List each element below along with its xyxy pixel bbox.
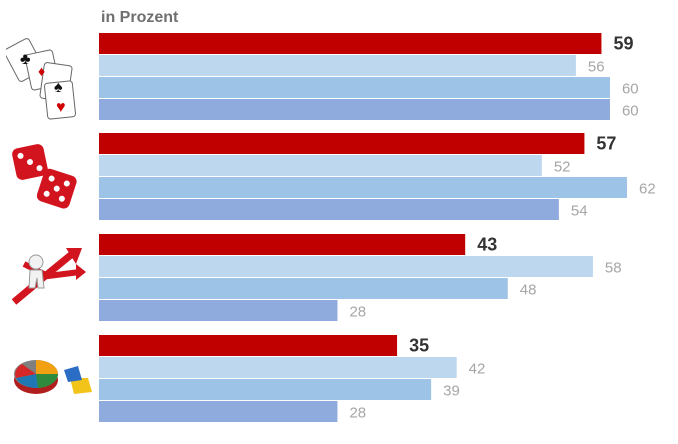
value-label-g3-s3: 48 <box>520 282 537 299</box>
value-label-g2-s2: 52 <box>554 159 571 176</box>
bar-g2-s2 <box>99 155 542 176</box>
bar-g2-s3 <box>99 177 627 198</box>
crossroads-arrows-icon <box>11 248 86 305</box>
value-label-g4-s1: 35 <box>409 336 429 356</box>
bar-g3-s1 <box>99 234 466 255</box>
value-label-g4-s3: 39 <box>443 383 460 400</box>
bar-g3-s4 <box>99 300 338 321</box>
bar-g4-s3 <box>99 379 432 400</box>
bar-g1-s4 <box>99 99 610 120</box>
svg-text:♠: ♠ <box>54 79 63 96</box>
bar-g1-s1 <box>99 33 602 54</box>
value-label-g1-s4: 60 <box>622 103 639 120</box>
value-label-g2-s3: 62 <box>639 181 656 198</box>
bar-g1-s3 <box>99 77 610 98</box>
bar-g3-s2 <box>99 256 593 277</box>
pie-puzzle-icon <box>14 360 92 394</box>
playing-cards-icon: ♣ ♦ ♠ ♥ <box>6 38 77 120</box>
bar-g1-s2 <box>99 55 576 76</box>
value-label-g1-s3: 60 <box>622 81 639 98</box>
bar-g3-s3 <box>99 278 508 299</box>
value-label-g3-s4: 28 <box>349 304 366 321</box>
value-label-g3-s2: 58 <box>605 260 622 277</box>
bar-g2-s1 <box>99 133 585 154</box>
svg-text:♦: ♦ <box>38 63 45 79</box>
svg-text:♣: ♣ <box>20 51 31 68</box>
value-label-g2-s4: 54 <box>571 203 588 220</box>
bar-g2-s4 <box>99 199 559 220</box>
value-label-g2-s1: 57 <box>596 134 616 154</box>
value-label-g1-s2: 56 <box>588 59 605 76</box>
value-label-g4-s4: 28 <box>349 405 366 422</box>
bar-g4-s4 <box>99 401 338 422</box>
bar-g4-s2 <box>99 357 457 378</box>
svg-text:♥: ♥ <box>56 99 66 116</box>
value-label-g3-s1: 43 <box>477 235 497 255</box>
value-label-g4-s2: 42 <box>469 361 486 378</box>
value-label-g1-s1: 59 <box>613 34 633 54</box>
unit-label: in Prozent <box>101 9 179 26</box>
dice-icon <box>12 144 77 209</box>
bar-g4-s1 <box>99 335 398 356</box>
